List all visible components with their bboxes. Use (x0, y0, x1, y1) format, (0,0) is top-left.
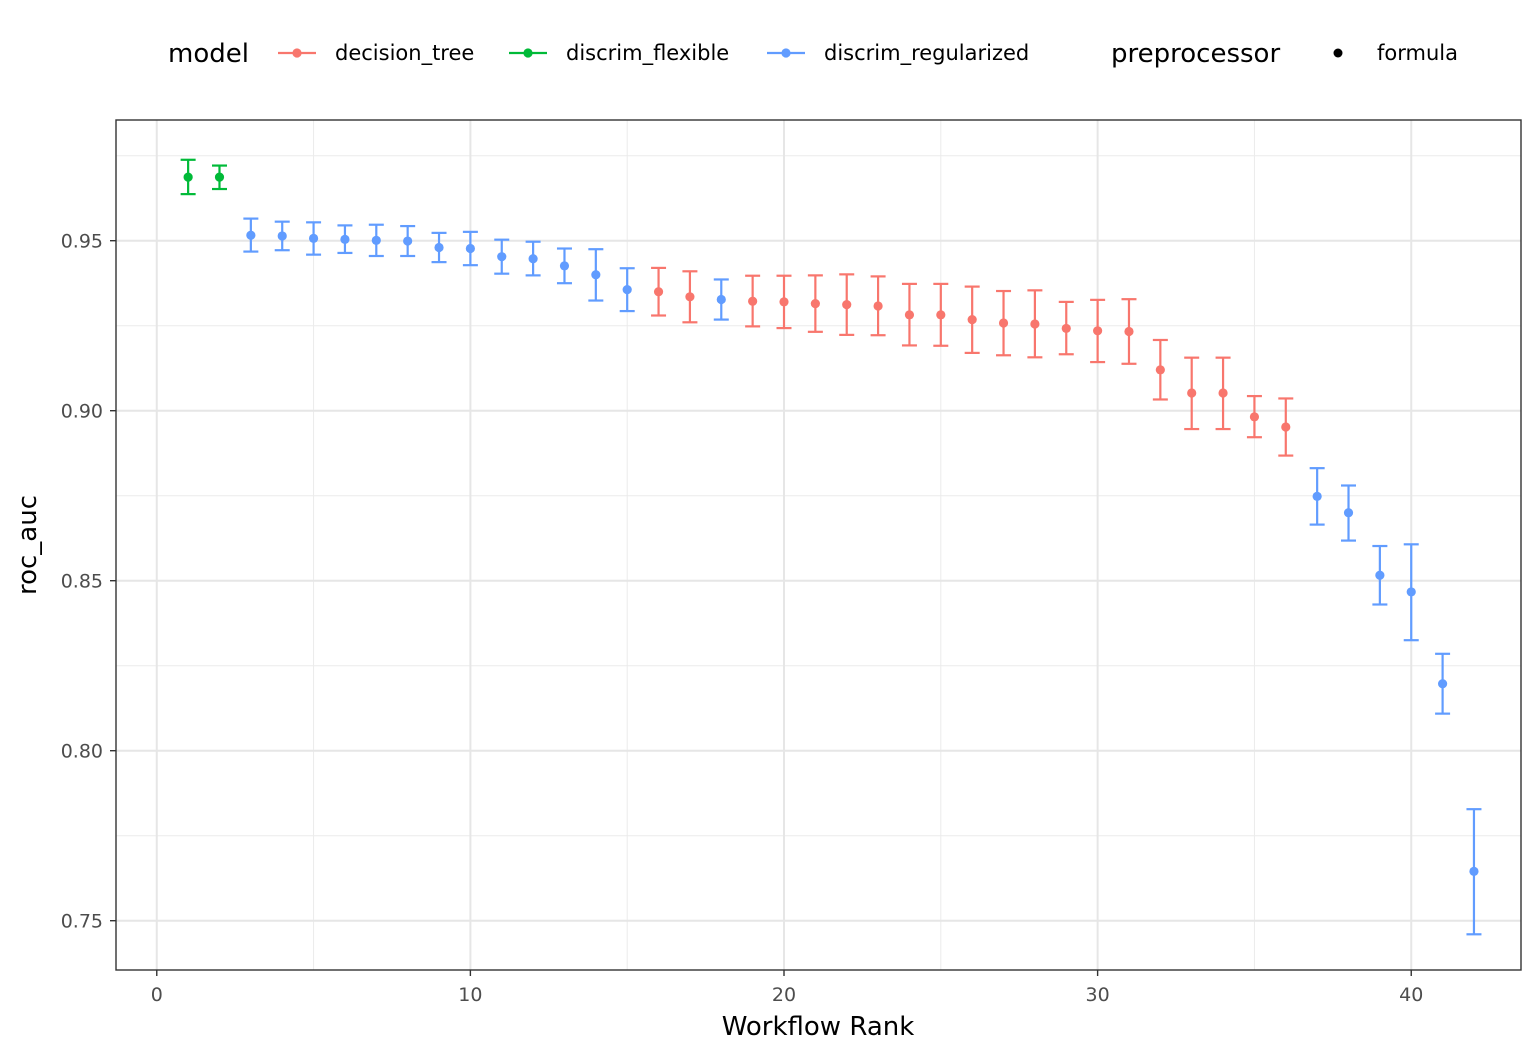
legend-key-point-discrim_regularized (781, 48, 791, 58)
x-axis: 0 10 20 30 40 (151, 970, 1423, 1006)
point-discrim_regularized-9 (434, 242, 444, 253)
data-marks (180, 158, 1482, 936)
y-tick-label-3: 0.90 (61, 401, 103, 423)
legend-key-point-decision_tree (292, 48, 302, 58)
point-decision_tree-17 (685, 292, 695, 302)
series-decision_tree (651, 266, 1294, 457)
x-tick-label-2: 20 (772, 984, 796, 1006)
point-discrim_regularized-41 (1437, 679, 1448, 689)
point-decision_tree-34 (1218, 388, 1228, 398)
y-axis: 0.75 0.80 0.85 0.90 0.95 (61, 231, 116, 933)
point-decision_tree-23 (873, 301, 883, 311)
legend-label-discrim_regularized: discrim_regularized (824, 41, 1029, 66)
point-discrim_flexible-2 (214, 172, 225, 182)
point-discrim_regularized-4 (277, 231, 287, 241)
x-axis-title: Workflow Rank (722, 1012, 915, 1042)
point-decision_tree-29 (1061, 323, 1071, 334)
legend-label-formula: formula (1377, 41, 1458, 65)
point-discrim_regularized-18 (716, 294, 726, 305)
point-decision_tree-26 (967, 314, 977, 325)
point-decision_tree-27 (998, 318, 1009, 328)
legend-key-formula (1333, 48, 1343, 58)
x-tick-label-0: 0 (151, 984, 163, 1006)
point-decision_tree-32 (1155, 365, 1165, 375)
legend-item-discrim_regularized: discrim_regularized (767, 41, 1029, 66)
point-decision_tree-19 (748, 296, 758, 306)
legend-label-decision_tree: decision_tree (335, 41, 474, 66)
x-tick-label-1: 10 (458, 984, 482, 1006)
point-discrim_regularized-5 (308, 233, 319, 243)
point-discrim_regularized-11 (497, 252, 507, 262)
legend-item-discrim_flexible: discrim_flexible (509, 41, 729, 66)
point-discrim_regularized-8 (403, 236, 413, 246)
point-discrim_regularized-10 (465, 243, 475, 254)
legend-title-model: model (168, 39, 249, 69)
point-decision_tree-33 (1187, 388, 1197, 398)
y-tick-label-4: 0.95 (61, 231, 103, 253)
y-tick-label-0: 0.75 (61, 911, 103, 933)
point-discrim_regularized-12 (528, 254, 538, 264)
y-tick-label-2: 0.85 (61, 571, 103, 593)
point-discrim_regularized-7 (371, 235, 381, 245)
panel-background (116, 120, 1521, 970)
x-tick-label-3: 30 (1086, 984, 1110, 1006)
point-discrim_regularized-3 (246, 230, 256, 240)
x-tick-label-4: 40 (1399, 984, 1423, 1006)
legend-item-decision_tree: decision_tree (278, 41, 474, 66)
legend-key-point-discrim_flexible (523, 48, 533, 58)
point-decision_tree-25 (936, 310, 946, 320)
point-decision_tree-31 (1124, 326, 1134, 337)
legend-label-discrim_flexible: discrim_flexible (566, 41, 729, 66)
point-discrim_regularized-38 (1343, 508, 1354, 518)
panel-border (115, 119, 1522, 971)
point-discrim_regularized-42 (1469, 866, 1479, 877)
legend-model-items: decision_tree discrim_flexible discrim_reg… (278, 41, 1029, 66)
point-decision_tree-28 (1030, 319, 1040, 329)
point-discrim_regularized-37 (1312, 491, 1322, 501)
point-discrim_regularized-40 (1406, 587, 1416, 597)
series-discrim_regularized (243, 217, 1482, 936)
point-decision_tree-35 (1249, 412, 1260, 422)
point-decision_tree-22 (842, 300, 852, 310)
grid-minor (116, 120, 1521, 970)
plot-panel (115, 119, 1522, 971)
point-discrim_regularized-13 (559, 261, 570, 271)
point-discrim_flexible-1 (183, 172, 193, 182)
point-discrim_regularized-39 (1375, 570, 1385, 580)
point-discrim_regularized-6 (340, 234, 350, 244)
point-discrim_regularized-14 (591, 270, 601, 280)
point-decision_tree-16 (653, 287, 664, 297)
y-tick-label-1: 0.80 (61, 741, 103, 763)
point-discrim_regularized-15 (622, 285, 632, 295)
legend-title-preprocessor: preprocessor (1111, 39, 1280, 69)
legend: model decision_tree discrim_flexible discr… (168, 39, 1458, 69)
y-axis-title: roc_auc (13, 495, 43, 595)
point-decision_tree-21 (810, 299, 820, 309)
point-decision_tree-30 (1093, 326, 1103, 336)
point-decision_tree-20 (779, 297, 789, 307)
point-decision_tree-24 (904, 310, 915, 320)
point-decision_tree-36 (1281, 422, 1291, 432)
series-discrim_flexible (180, 158, 227, 196)
